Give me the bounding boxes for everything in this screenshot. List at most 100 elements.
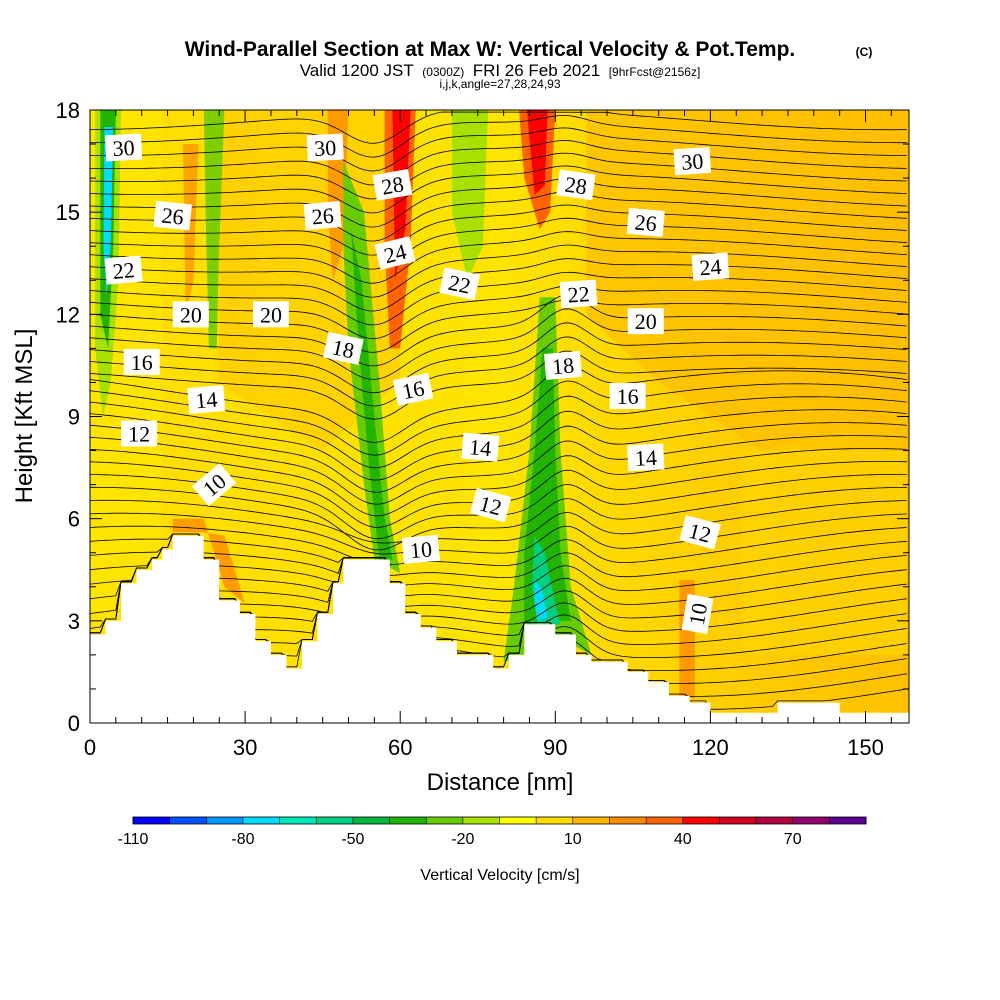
theta-contour-line xyxy=(90,140,907,186)
contour-label-text: 12 xyxy=(128,422,150,447)
theta-contour-line xyxy=(90,217,907,270)
theta-contour-line xyxy=(90,435,907,505)
contour-label-text: 18 xyxy=(330,334,357,363)
y-tick-label: 18 xyxy=(56,98,80,123)
colorbar-label: 40 xyxy=(674,831,692,848)
theta-contour-line xyxy=(90,422,907,493)
contour-label: 28 xyxy=(372,168,413,201)
colorbar-label: -80 xyxy=(231,831,254,848)
contour-label-box xyxy=(691,252,730,281)
colorbar-swatch xyxy=(792,817,830,824)
valid-line: Valid 1200 JST (0300Z) FRI 26 Feb 2021 [… xyxy=(300,61,701,80)
colorbar-swatch xyxy=(719,817,757,824)
contour-label-box xyxy=(104,133,143,162)
contour-label: 26 xyxy=(626,207,665,237)
band-ridge-west xyxy=(172,518,246,604)
contour-label-text: 22 xyxy=(112,257,136,284)
x-tick-label: 0 xyxy=(84,735,96,760)
contour-label-box xyxy=(556,169,596,201)
colorbar-swatch xyxy=(462,817,500,824)
contour-label-box xyxy=(627,308,664,335)
contour-label-text: 28 xyxy=(563,172,588,200)
contour-label-box xyxy=(303,201,342,231)
contour-label-text: 14 xyxy=(468,434,492,461)
contour-label-box xyxy=(626,207,665,237)
theta-contour-line xyxy=(90,533,907,592)
contour-label-text: 26 xyxy=(634,209,658,236)
contour-label-box xyxy=(191,463,237,507)
terrain xyxy=(90,535,909,723)
contour-label-text: 20 xyxy=(260,302,282,327)
band-east-low xyxy=(741,450,907,655)
copyright-mark: (C) xyxy=(856,45,873,59)
contour-label-text: 30 xyxy=(314,135,337,161)
contour-label: 30 xyxy=(306,133,344,162)
contour-label: 28 xyxy=(556,169,596,201)
theta-contour-line xyxy=(90,294,907,367)
theta-contour-line xyxy=(90,380,907,456)
chart-title: Wind-Parallel Section at Max W: Vertical… xyxy=(185,38,796,61)
theta-contour-line xyxy=(90,258,907,312)
theta-contour-line xyxy=(90,204,907,256)
theta-contour-line xyxy=(90,271,907,326)
contour-label-text: 20 xyxy=(180,302,202,327)
colorbar-swatch xyxy=(389,817,427,824)
contour-label-text: 24 xyxy=(699,254,723,280)
contour-label-box xyxy=(104,255,143,285)
colorbar-swatch xyxy=(829,817,867,824)
theta-contour-line xyxy=(90,512,907,555)
contour-label-text: 14 xyxy=(194,387,218,414)
contour-label-box xyxy=(673,146,712,176)
y-tick-label: 15 xyxy=(56,200,80,225)
colorbar-label: -110 xyxy=(118,831,149,848)
y-tick-label: 3 xyxy=(68,609,80,634)
contour-label: 26 xyxy=(303,201,342,231)
valid-prefix: Valid 1200 JST xyxy=(300,61,414,80)
contour-label-box xyxy=(153,200,192,231)
theta-contour-line xyxy=(90,486,907,551)
colorbar-swatch xyxy=(316,817,354,824)
contour-label: 22 xyxy=(104,255,143,285)
contour-label: 20 xyxy=(172,301,209,328)
contour-label-box xyxy=(609,383,646,410)
colorbar-label: -50 xyxy=(341,831,364,848)
theta-contour-line xyxy=(90,322,907,394)
theta-contour-line xyxy=(90,127,907,172)
theta-contour-line xyxy=(90,299,907,353)
contour-label-box xyxy=(187,384,226,414)
contour-label-box xyxy=(172,301,209,328)
contour-label: 10 xyxy=(681,594,714,635)
band-green-1a xyxy=(203,110,225,349)
y-tick-label: 12 xyxy=(56,302,80,327)
contour-label: 18 xyxy=(323,331,364,365)
contour-label-box xyxy=(374,236,416,271)
contour-label: 22 xyxy=(439,267,480,301)
contour-label-box xyxy=(123,349,160,376)
contour-label-text: 16 xyxy=(617,384,639,409)
colorbar-swatch xyxy=(279,817,317,824)
contour-label-box xyxy=(439,267,480,301)
colorbar-swatch xyxy=(756,817,794,824)
colorbar-swatch xyxy=(133,817,171,824)
contour-label-text: 10 xyxy=(409,536,433,563)
theta-contour-line xyxy=(90,308,907,380)
theta-contour-line xyxy=(90,533,907,632)
contour-label-box xyxy=(559,279,598,309)
band-cyan-east xyxy=(534,579,548,621)
contour-label: 16 xyxy=(123,349,160,376)
contour-label-box xyxy=(252,301,289,328)
contour-label-box xyxy=(681,594,714,635)
x-axis: 0 30 60 90 120 150 xyxy=(84,110,892,760)
y-tick-label: 9 xyxy=(68,405,80,430)
contour-label: 16 xyxy=(609,383,646,410)
contour-label: 12 xyxy=(469,487,512,523)
contour-label-text: 14 xyxy=(634,445,657,471)
band-red-east-core xyxy=(526,110,548,196)
contour-label: 22 xyxy=(559,279,598,309)
contour-label: 14 xyxy=(187,384,226,414)
contour-label-box xyxy=(306,133,344,162)
contour-label-box xyxy=(543,350,583,380)
colorbar-title: Vertical Velocity [cm/s] xyxy=(420,867,579,884)
velocity-field: 30 30 30 26 26 26 28 28 24 24 22 22 22 20 20 20 18 18 16 16… xyxy=(90,110,909,723)
